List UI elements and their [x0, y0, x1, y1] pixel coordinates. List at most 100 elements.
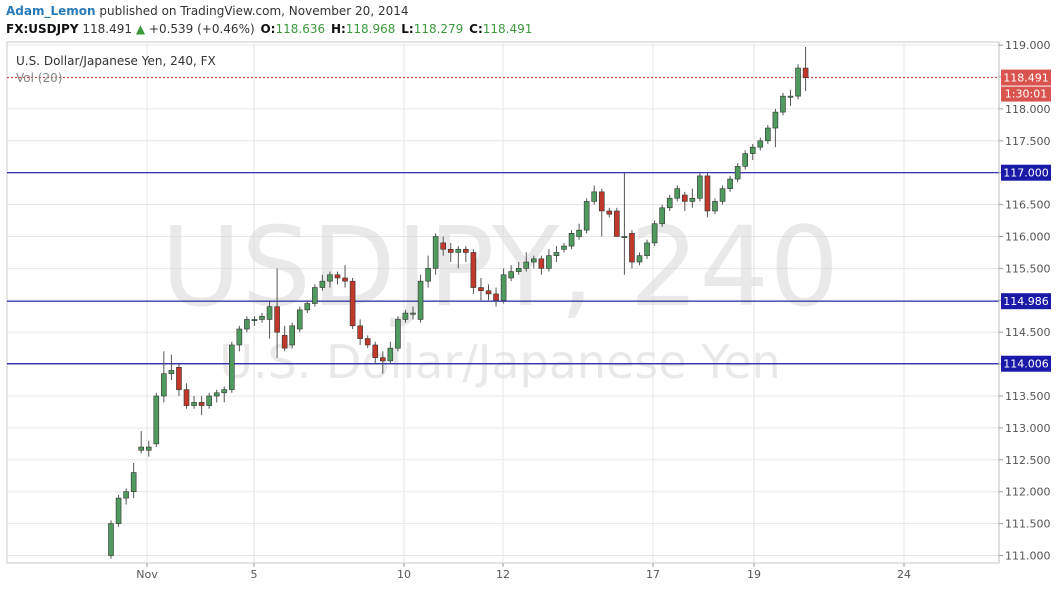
candle-body [327, 274, 333, 282]
candle-body [153, 395, 160, 445]
time-tick-label: 24 [897, 568, 911, 581]
volume-indicator-label[interactable]: Vol (20) [16, 71, 62, 85]
candle-body [395, 319, 401, 349]
candle-body [576, 229, 582, 237]
candle-body [296, 309, 303, 330]
candle-body [787, 95, 794, 98]
price-tick-label: 119.000 [1005, 39, 1051, 52]
candle-body [319, 280, 326, 288]
candle-body [561, 245, 567, 250]
price-tick-label: 116.500 [1005, 199, 1051, 212]
candle-body [583, 201, 590, 231]
time-tick-label: 12 [496, 568, 510, 581]
candle-body [191, 402, 197, 406]
candle-body [500, 274, 507, 301]
candle-body [357, 325, 363, 339]
level-price-tag-label: 114.986 [1003, 295, 1049, 308]
candle-body [689, 197, 696, 202]
symbol-label[interactable]: FX:USDJPY [6, 22, 79, 36]
level-price-tag-label: 117.000 [1003, 167, 1049, 180]
candle-body [259, 315, 265, 320]
candle-body [697, 175, 703, 199]
candle-body [410, 312, 416, 315]
last-price: 118.491 [82, 22, 132, 36]
candle-body [538, 258, 545, 269]
candle-body [795, 67, 801, 97]
candle-body [274, 306, 280, 333]
candle-body [636, 255, 643, 263]
countdown-tag-label: 1:30:01 [1005, 88, 1047, 101]
candle-body [734, 166, 741, 180]
last-price-tag [1001, 69, 1051, 86]
candle-body [485, 290, 492, 295]
price-tick-label: 111.500 [1005, 518, 1051, 531]
level-price-tag [1001, 293, 1051, 310]
price-tick-label: 115.500 [1005, 262, 1051, 275]
candle-body [161, 373, 167, 397]
candle-body [176, 366, 182, 390]
candle-body [168, 370, 175, 374]
candle-body [780, 95, 786, 113]
candle-body [379, 357, 386, 362]
open-value: 118.636 [275, 22, 326, 36]
candle-body [304, 303, 311, 311]
candle-body [236, 328, 243, 346]
low-label: L: [401, 22, 414, 36]
low-value: 118.279 [413, 22, 464, 36]
price-tick-label: 116.000 [1005, 231, 1051, 244]
candle-body [198, 402, 205, 406]
time-tick-label: 19 [747, 568, 761, 581]
open-label: O: [260, 22, 276, 36]
candle-body [312, 287, 318, 304]
time-tick-label: Nov [136, 568, 158, 581]
candle-body [568, 233, 575, 247]
candle-body [508, 271, 514, 279]
candle-body [289, 325, 296, 346]
published-text: published on TradingView.com, November 2… [99, 4, 409, 18]
price-tick-label: 113.500 [1005, 390, 1051, 403]
level-price-tag [1001, 164, 1051, 181]
time-tick-label: 10 [397, 568, 411, 581]
candle-body [621, 236, 628, 239]
candle-body [138, 446, 144, 451]
candle-body [244, 319, 250, 330]
candle-body [115, 497, 122, 524]
candle-body [681, 194, 688, 202]
level-price-tag-label: 114.006 [1003, 358, 1049, 371]
last-price-tag-label: 118.491 [1003, 72, 1049, 85]
candle-body [478, 287, 484, 292]
chart-title: U.S. Dollar/Japanese Yen, 240, FX [16, 54, 216, 68]
candle-body [704, 175, 711, 212]
price-tags: 117.000 114.986 114.006 118.491 1:30:01 [1001, 69, 1051, 372]
candle-body [712, 201, 718, 212]
candle-body [342, 277, 348, 282]
candle-body [749, 146, 756, 154]
quote-line: FX:USDJPY 118.491 ▲ +0.539 (+0.46%) O:11… [6, 22, 532, 36]
candle-body [145, 446, 152, 451]
candle-body [802, 67, 809, 78]
price-tick-label: 118.000 [1005, 103, 1051, 116]
candle-body [629, 233, 635, 263]
time-tick-label: 5 [251, 568, 258, 581]
candle-body [463, 248, 469, 253]
price-tick-label: 112.500 [1005, 454, 1051, 467]
candle-body [470, 252, 477, 288]
horizontal-levels [7, 172, 999, 365]
countdown-tag [1001, 86, 1051, 102]
price-tick-label: 112.000 [1005, 486, 1051, 499]
candle-body [659, 207, 665, 225]
candle-body [266, 306, 273, 320]
candle-body [349, 280, 356, 327]
price-tick-label: 111.000 [1005, 550, 1051, 563]
candle-body [493, 293, 499, 301]
candle-body [447, 248, 454, 253]
candle-body [123, 491, 129, 499]
candle-body [417, 280, 424, 320]
candle-body [206, 395, 212, 406]
time-axis[interactable]: Nov 5 10 12 17 19 24 [136, 563, 911, 581]
candle-body [757, 140, 764, 148]
author-link[interactable]: Adam_Lemon [6, 4, 96, 18]
candle-body [772, 111, 779, 129]
candle-body [221, 389, 228, 394]
